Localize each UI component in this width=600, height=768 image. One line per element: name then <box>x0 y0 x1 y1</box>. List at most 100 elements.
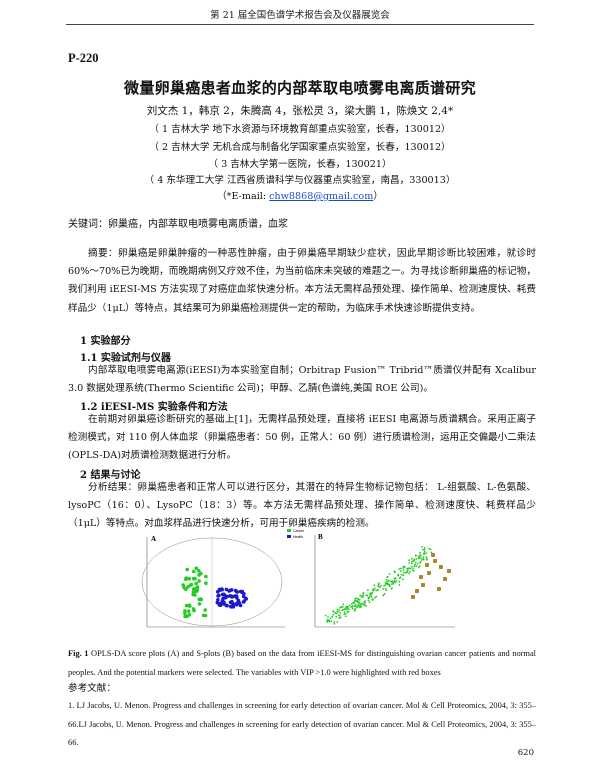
cancer-point <box>204 574 208 579</box>
health-point <box>233 594 237 598</box>
s-plot-point <box>387 583 390 586</box>
s-plot-point <box>415 558 418 560</box>
affiliation-3: （ 3 吉林大学第一医院，长春，130021） <box>208 159 392 170</box>
s-plot-point <box>408 559 411 562</box>
cancer-point <box>192 577 197 581</box>
s-plot-point <box>383 593 386 595</box>
cancer-point <box>203 608 207 612</box>
s-plot-point <box>428 547 431 550</box>
s-plot-point <box>415 565 418 568</box>
s-plot-point <box>402 574 405 577</box>
s-plot-point <box>367 596 370 599</box>
health-point <box>237 601 242 605</box>
s-plot-point <box>351 605 354 607</box>
s-plot-point <box>384 587 387 590</box>
legend-health: Health <box>293 535 303 539</box>
cancer-point <box>194 566 199 570</box>
s-plot-point <box>394 581 397 584</box>
health-point <box>230 599 234 604</box>
s-plot-point <box>382 594 385 597</box>
s-plot-point <box>367 599 370 602</box>
s-plot-point <box>360 596 363 598</box>
s-plot-point <box>410 565 413 568</box>
health-point <box>224 603 228 608</box>
s-plot-point <box>385 589 388 592</box>
s-plot-point <box>344 615 347 618</box>
health-point <box>216 598 220 602</box>
s-plot-point <box>358 602 361 604</box>
health-point <box>229 605 233 609</box>
s-plot-point <box>420 554 422 557</box>
cancer-point <box>183 614 187 619</box>
s-plot-point <box>342 608 344 611</box>
s-plot-point <box>394 579 396 582</box>
author-list: 刘文杰 1，韩京 2，朱腾高 4，张松灵 3，梁大鹏 1，陈焕文 2,4* <box>146 105 454 117</box>
cancer-point <box>191 590 196 594</box>
s-plot-point <box>388 585 391 588</box>
s-plot-point <box>384 584 387 586</box>
s-plot-point <box>336 621 339 623</box>
marker-box <box>433 559 437 563</box>
header-rule <box>66 24 534 25</box>
s-plot-point <box>408 572 410 575</box>
cancer-point <box>187 577 192 581</box>
email-prefix: （*E-mail: <box>217 191 270 202</box>
s-plot-point <box>364 602 366 605</box>
s-plot-point <box>331 615 333 618</box>
marker-box <box>443 577 447 581</box>
s-plot-point <box>374 596 376 599</box>
s-plot-point <box>339 612 342 614</box>
s-plot-point <box>340 606 343 608</box>
affiliation-1: （ 1 吉林大学 地下水资源与环境教育部重点实验室，长春，130012） <box>149 124 451 135</box>
email-suffix: ） <box>373 191 383 202</box>
s-plot-point <box>333 622 336 625</box>
s-plot-point <box>409 570 411 573</box>
s-plot-point <box>419 560 422 563</box>
health-point <box>222 600 226 605</box>
health-point <box>220 592 225 597</box>
s-plot-point <box>345 605 348 608</box>
s-plot-point <box>417 557 420 560</box>
s-plot-point <box>375 595 378 598</box>
health-point <box>240 590 244 594</box>
s-plot-point <box>350 603 353 605</box>
s-plot-point <box>425 556 428 559</box>
s-plot-point <box>329 617 332 620</box>
panel-a-label: A <box>151 535 156 543</box>
s-plot-point <box>414 563 416 566</box>
cancer-point <box>197 602 202 606</box>
health-point <box>216 594 220 598</box>
s-plot-point <box>416 563 419 565</box>
section-2-heading: 2 结果与讨论 <box>80 470 141 481</box>
s-plot-point <box>357 605 360 608</box>
page-number: 620 <box>517 748 534 758</box>
s-plot-point <box>330 620 333 623</box>
s-plot-point <box>360 605 362 608</box>
s-plot-point <box>423 548 426 551</box>
s-plot-point <box>371 598 374 601</box>
s-plot-point <box>353 602 356 604</box>
legend-cancer: Cancer <box>293 529 305 533</box>
s-plot-point <box>415 555 417 557</box>
health-point <box>225 594 230 599</box>
s-plot-point <box>402 567 405 569</box>
email-link[interactable]: chw8868@gmail.com <box>269 191 374 202</box>
s-plot-point <box>347 610 350 613</box>
s-plot-point <box>324 614 327 617</box>
s-plot-point <box>377 589 379 591</box>
s-plot-point <box>418 555 421 558</box>
s-plot-point <box>405 571 408 573</box>
s-plot-point <box>362 592 365 595</box>
marker-box <box>447 569 451 573</box>
s-plot-point <box>383 585 385 587</box>
s-plot-point <box>398 584 401 586</box>
s-plot-point <box>400 573 403 576</box>
s-plot-point <box>343 613 346 616</box>
affiliation-2: （ 2 吉林大学 无机合成与制备化学国家重点实验室，长春，130012） <box>149 142 451 153</box>
cancer-point <box>181 583 185 587</box>
s-plot-point <box>392 581 395 584</box>
s-plot-point <box>346 607 349 610</box>
s-plot-point <box>430 551 433 554</box>
health-points <box>215 587 248 609</box>
s-plot-point <box>361 594 364 597</box>
